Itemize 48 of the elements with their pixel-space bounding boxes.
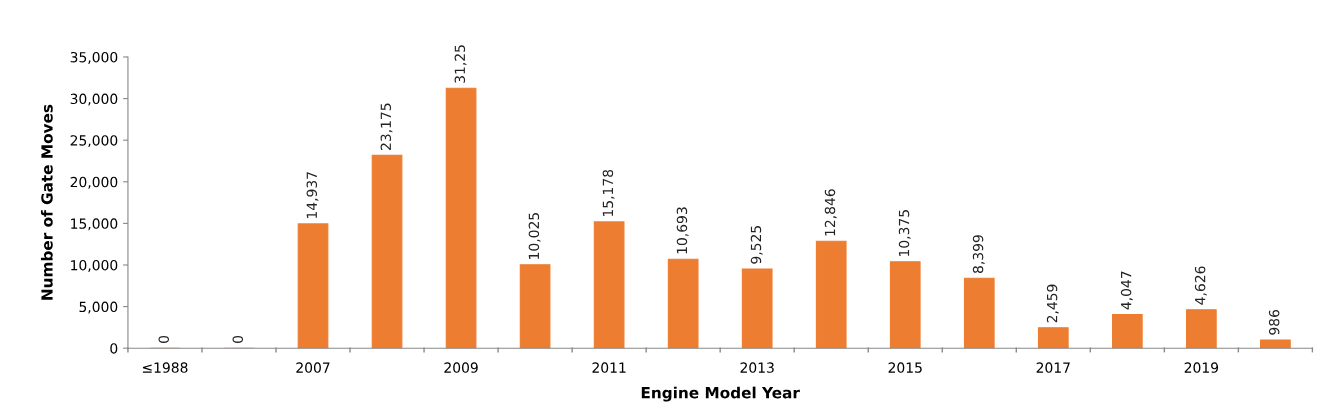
bar	[667, 258, 699, 349]
x-tick-label: 2009	[444, 362, 478, 373]
bar	[519, 264, 551, 349]
data-label: 23,175	[380, 103, 393, 150]
x-tick-label: 2011	[592, 362, 626, 373]
data-label: 14,937	[306, 172, 319, 219]
bar	[593, 221, 625, 349]
bar	[889, 261, 921, 349]
x-tick-label: 2007	[296, 362, 330, 373]
annotation: 31,25	[454, 45, 467, 83]
bar	[371, 154, 403, 349]
y-tick-label: 10,000	[71, 259, 118, 272]
y-tick-label: 20,000	[70, 176, 118, 189]
bar	[815, 240, 847, 349]
data-label: 8,399	[972, 235, 985, 273]
y-axis-title: Number of Gate Moves	[40, 104, 53, 300]
data-label: 4,047	[1120, 271, 1133, 310]
y-tick-label: 0	[110, 343, 118, 354]
bar	[1186, 309, 1217, 349]
data-label: 12,846	[824, 189, 837, 236]
y-tick-label: 25,000	[70, 135, 118, 148]
data-label: 2,459	[1046, 284, 1059, 323]
y-tick-label: 5,000	[79, 301, 118, 314]
y-tick-label: 15,000	[71, 218, 118, 231]
data-label: 9,525	[750, 226, 763, 264]
data-label: 10,693	[676, 207, 689, 254]
x-axis-title: Engine Model Year	[641, 386, 800, 402]
x-tick-label: 2015	[888, 362, 922, 373]
bar	[1037, 327, 1069, 349]
data-label: 0	[232, 335, 244, 343]
y-tick-label: 30,000	[70, 93, 118, 106]
x-tick-label: 2013	[740, 362, 774, 373]
x-tick-label: ≤1988	[142, 362, 188, 373]
bar	[1260, 339, 1291, 349]
bar	[297, 223, 329, 349]
bar	[963, 277, 995, 349]
y-tick-label: 35,000	[70, 51, 118, 64]
data-label: 4,626	[1194, 266, 1207, 305]
bar	[1111, 313, 1143, 349]
data-label: 10,375	[898, 210, 911, 256]
x-tick-label: 2019	[1184, 362, 1219, 373]
data-label: 10,025	[528, 213, 541, 259]
x-tick-label: 2017	[1036, 362, 1070, 373]
data-label: 986	[1268, 309, 1280, 335]
bar	[445, 87, 477, 349]
data-label: 15,178	[602, 169, 615, 217]
bar	[741, 268, 773, 349]
data-label: 0	[158, 335, 169, 343]
